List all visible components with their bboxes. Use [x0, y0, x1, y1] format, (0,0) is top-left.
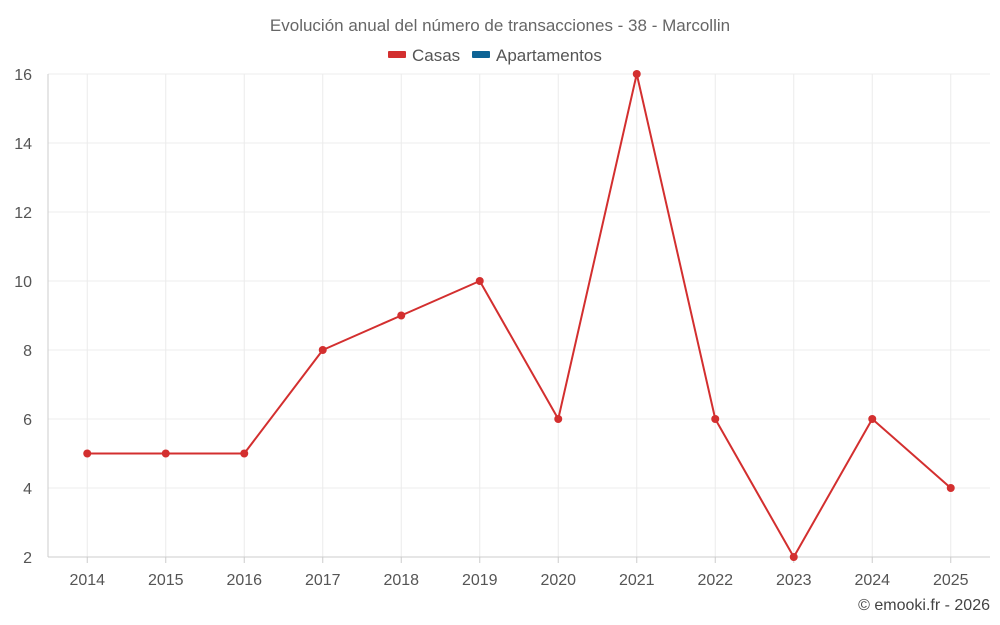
data-point-casas[interactable] — [83, 449, 92, 458]
x-tick-label: 2015 — [148, 572, 184, 589]
data-point-casas[interactable] — [397, 311, 406, 320]
grid — [48, 73, 990, 558]
legend-swatch-casas[interactable] — [388, 51, 406, 58]
legend-swatch-apartamentos[interactable] — [472, 51, 490, 58]
legend-label-apartamentos[interactable]: Apartamentos — [496, 46, 602, 65]
x-tick-label: 2023 — [776, 572, 812, 589]
y-tick-label: 6 — [23, 412, 32, 429]
x-tick-label: 2020 — [540, 572, 576, 589]
data-point-casas[interactable] — [554, 415, 563, 423]
data-point-casas[interactable] — [946, 484, 955, 492]
x-tick-label: 2021 — [619, 572, 655, 589]
data-point-casas[interactable] — [711, 415, 720, 423]
y-tick-label: 8 — [23, 343, 32, 360]
y-tick-label: 2 — [23, 550, 32, 567]
y-tick-label: 10 — [14, 274, 32, 291]
series — [83, 70, 955, 561]
x-tick-label: 2022 — [697, 572, 733, 589]
series-line-casas — [87, 73, 952, 558]
tick-labels: 2 4 6 8 10 12 14 16 2014 2015 2016 2017 2018 2019 2020… — [14, 67, 968, 589]
x-tick-label: 2014 — [69, 572, 105, 589]
x-tick-label: 2016 — [226, 572, 262, 589]
x-tick-label: 2019 — [462, 572, 498, 589]
data-point-casas[interactable] — [161, 449, 170, 458]
legend-label-casas[interactable]: Casas — [412, 46, 460, 65]
data-point-casas[interactable] — [868, 415, 877, 423]
x-tick-label: 2018 — [383, 572, 419, 589]
y-tick-label: 16 — [14, 67, 32, 84]
data-point-casas[interactable] — [318, 346, 327, 354]
credit-text: © emooki.fr - 2026 — [858, 597, 990, 614]
data-point-casas[interactable] — [632, 70, 641, 78]
chart-title: Evolución anual del número de transaccio… — [270, 16, 730, 35]
y-tick-label: 12 — [14, 205, 32, 222]
x-tick-label: 2017 — [305, 572, 341, 589]
x-tick-label: 2024 — [854, 572, 890, 589]
y-tick-label: 4 — [23, 481, 32, 498]
y-tick-label: 14 — [14, 136, 32, 153]
legend: Casas Apartamentos — [388, 46, 602, 65]
data-point-casas[interactable] — [240, 449, 249, 458]
x-tick-label: 2025 — [933, 572, 969, 589]
axes — [47, 74, 990, 563]
data-point-casas[interactable] — [475, 277, 484, 285]
data-point-casas[interactable] — [789, 553, 798, 561]
